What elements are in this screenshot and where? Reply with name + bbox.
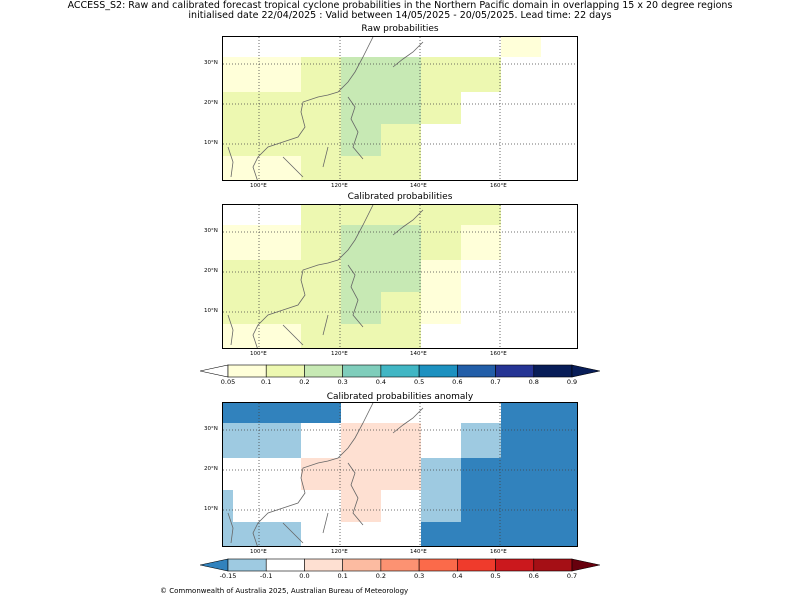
anomaly-colorbar-swatch: [227, 558, 267, 572]
anomaly-colorbar-under-arrow: [199, 558, 229, 572]
panel-title-calibrated: Calibrated probabilities: [347, 192, 453, 202]
anomaly-colorbar-tick-label: 0.4: [452, 572, 463, 580]
anomaly-colorbar-swatch: [342, 558, 382, 572]
probability-colorbar-swatch: [227, 364, 267, 378]
anomaly-colorbar-over-arrow: [571, 558, 601, 572]
y-tick-30n: 30°N: [204, 228, 218, 234]
calibrated-probability-grid: [223, 205, 577, 348]
probability-colorbar-swatch: [418, 364, 458, 378]
panel-title-raw: Raw probabilities: [361, 24, 439, 34]
x-tick-140e: 140°E: [410, 351, 427, 357]
anomaly-colorbar-tick-label: 0.2: [375, 572, 387, 580]
x-tick-100e: 100°E: [250, 183, 267, 189]
y-tick-10n: 10°N: [204, 140, 218, 146]
x-tick-160e: 160°E: [490, 351, 507, 357]
anomaly-colorbar-tick-label: 0.7: [566, 572, 578, 580]
y-tick-20n: 20°N: [204, 268, 218, 274]
map-probability-anomaly: [222, 402, 578, 547]
figure-title: ACCESS_S2: Raw and calibrated forecast t…: [67, 0, 733, 11]
panel-title-anomaly: Calibrated probabilities anomaly: [326, 392, 474, 402]
x-tick-140e: 140°E: [410, 183, 427, 189]
probability-colorbar-swatch: [304, 364, 343, 378]
x-tick-160e: 160°E: [490, 183, 507, 189]
probability-colorbar-tick-label: 0.2: [299, 378, 310, 386]
y-tick-20n: 20°N: [204, 100, 218, 106]
anomaly-colorbar-tick-label: 0.5: [490, 572, 501, 580]
copyright-notice: © Commonwealth of Australia 2025, Austra…: [160, 587, 409, 595]
anomaly-grid: [223, 403, 577, 546]
anomaly-colorbar-tick-label: 0.1: [337, 572, 348, 580]
probability-colorbar-swatch: [342, 364, 382, 378]
x-tick-160e: 160°E: [490, 549, 507, 555]
x-tick-100e: 100°E: [250, 549, 267, 555]
probability-colorbar-tick-label: 0.1: [261, 378, 272, 386]
x-tick-100e: 100°E: [250, 351, 267, 357]
anomaly-colorbar-tick-label: 0.3: [413, 572, 425, 580]
anomaly-colorbar-swatch: [265, 558, 305, 572]
anomaly-colorbar-tick-label: 0.0: [299, 572, 310, 580]
probability-colorbar-tick-label: 0.6: [452, 378, 463, 386]
anomaly-colorbar-swatch: [533, 558, 573, 572]
probability-colorbar-swatch: [380, 364, 420, 378]
x-tick-120e: 120°E: [331, 183, 348, 189]
anomaly-colorbar-tick-label: -0.15: [219, 572, 237, 580]
probability-colorbar-swatch: [495, 364, 535, 378]
x-tick-140e: 140°E: [410, 549, 427, 555]
y-tick-10n: 10°N: [204, 506, 218, 512]
anomaly-colorbar-swatch: [457, 558, 496, 572]
probability-colorbar-tick-label: 0.4: [375, 378, 387, 386]
anomaly-colorbar-swatch: [495, 558, 535, 572]
probability-colorbar-over-arrow: [571, 364, 601, 378]
map-raw-probabilities: [222, 36, 578, 181]
probability-colorbar-tick-label: 0.5: [413, 378, 425, 386]
probability-colorbar: [199, 363, 601, 378]
probability-colorbar-under-arrow: [199, 364, 229, 378]
anomaly-colorbar-tick-label: -0.1: [259, 572, 273, 580]
y-tick-10n: 10°N: [204, 308, 218, 314]
probability-colorbar-swatch: [265, 364, 305, 378]
anomaly-colorbar-swatches: [199, 558, 601, 572]
map-calibrated-probabilities: [222, 204, 578, 349]
y-tick-20n: 20°N: [204, 466, 218, 472]
y-tick-30n: 30°N: [204, 426, 218, 432]
figure-subtitle: initialised date 22/04/2025 : Valid betw…: [188, 10, 612, 21]
probability-colorbar-swatches: [199, 364, 601, 378]
probability-colorbar-tick-label: 0.9: [566, 378, 578, 386]
probability-colorbar-tick-label: 0.3: [337, 378, 348, 386]
x-tick-120e: 120°E: [331, 549, 348, 555]
anomaly-colorbar-tick-label: 0.6: [528, 572, 539, 580]
anomaly-colorbar-swatch: [418, 558, 458, 572]
anomaly-colorbar: [199, 557, 601, 572]
raw-probability-grid: [223, 37, 577, 180]
probability-colorbar-tick-label: 0.7: [490, 378, 501, 386]
anomaly-colorbar-swatch: [304, 558, 343, 572]
x-tick-120e: 120°E: [331, 351, 348, 357]
probability-colorbar-swatch: [457, 364, 496, 378]
probability-colorbar-tick-label: 0.05: [220, 378, 236, 386]
y-tick-30n: 30°N: [204, 60, 218, 66]
probability-colorbar-tick-label: 0.8: [528, 378, 539, 386]
probability-colorbar-swatch: [533, 364, 573, 378]
anomaly-colorbar-swatch: [380, 558, 420, 572]
